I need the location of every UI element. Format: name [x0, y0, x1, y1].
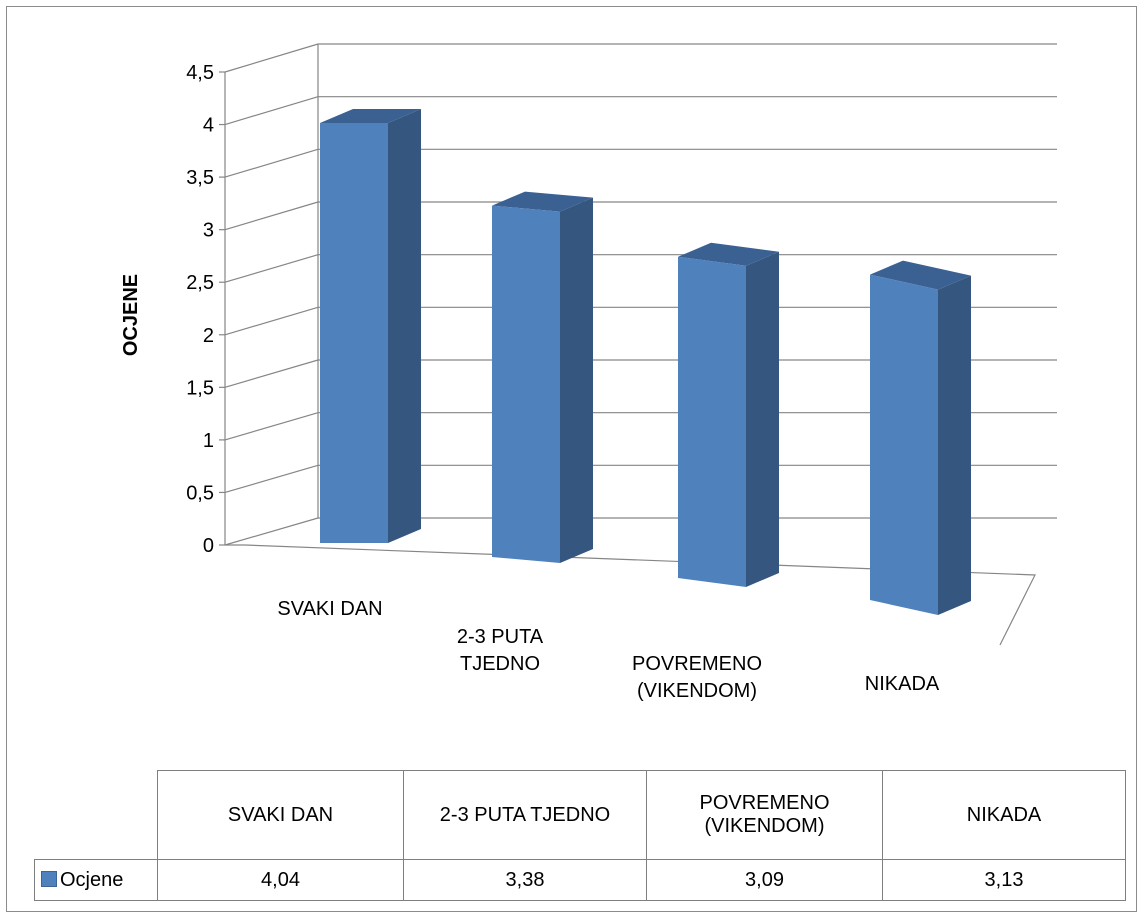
y-tick-label: 4,5 [186, 62, 214, 84]
y-tick-label: 1 [203, 430, 214, 452]
bar-side [388, 109, 421, 543]
side-gridline [224, 517, 319, 546]
bar-top [492, 191, 593, 212]
bar [870, 274, 938, 615]
y-axis-label: OCJENE [120, 274, 142, 356]
y-tick-label: 4 [203, 115, 214, 137]
y-tick-label: 0 [203, 535, 214, 557]
x-category-label: POVREMENO (VIKENDOM) [632, 653, 762, 702]
bar [678, 256, 746, 587]
category-labels: SVAKI DAN 2-3 PUTA TJEDNO POVREMENO (VIKENDO… [277, 598, 939, 702]
side-gridline [224, 254, 319, 283]
bar-side [938, 275, 971, 615]
side-gridline [224, 464, 319, 494]
bar [320, 123, 388, 543]
side-gridline [224, 43, 319, 73]
table-header-row: SVAKI DAN 2-3 PUTA TJEDNO POVREMENO (VIKE… [34, 770, 1126, 860]
x-category-label: NIKADA [865, 673, 940, 695]
y-tick-label: 3,5 [186, 167, 214, 189]
bar-top [320, 109, 421, 123]
table-value-cell: 3,09 [646, 859, 883, 901]
plot-walls [224, 44, 319, 545]
bar-top [678, 242, 779, 266]
y-tick-label: 3 [203, 220, 214, 242]
bars [320, 109, 971, 615]
data-table: SVAKI DAN 2-3 PUTA TJEDNO POVREMENO (VIKE… [34, 770, 1126, 901]
table-header-cell: 2-3 PUTA TJEDNO [403, 770, 647, 860]
y-tick-label: 2,5 [186, 272, 214, 294]
bar-side [560, 197, 593, 563]
side-gridline [224, 201, 319, 231]
x-category-label: 2-3 PUTA TJEDNO [457, 626, 544, 675]
table-header-cell: POVREMENO (VIKENDOM) [646, 770, 883, 860]
x-category-label: SVAKI DAN [277, 598, 382, 620]
table-header-cell: NIKADA [882, 770, 1126, 860]
y-tick-label: 2 [203, 325, 214, 347]
table-row: Ocjene 4,04 3,38 3,09 3,13 [34, 859, 1126, 901]
table-value-cell: 3,38 [403, 859, 647, 901]
legend-label: Ocjene [60, 868, 124, 891]
y-tick-label: 0,5 [186, 482, 214, 504]
table-value-cell: 3,13 [882, 859, 1126, 901]
bar-side [746, 251, 779, 588]
bar [492, 205, 560, 563]
table-value-cell: 4,04 [157, 859, 404, 901]
side-gridline [224, 96, 319, 126]
y-tick-labels: 0 0,5 1 1,5 2 2,5 3 3,5 4 4,5 [186, 62, 214, 557]
legend-entry: Ocjene [34, 859, 158, 901]
y-tick-label: 1,5 [186, 377, 214, 399]
table-corner [34, 770, 158, 860]
side-gridline [224, 148, 319, 178]
table-header-cell: SVAKI DAN [157, 770, 404, 860]
side-gridline [224, 359, 319, 388]
side-gridline [224, 306, 319, 336]
legend-swatch [41, 870, 57, 887]
side-gridline [224, 412, 319, 441]
bar-top [870, 260, 971, 290]
